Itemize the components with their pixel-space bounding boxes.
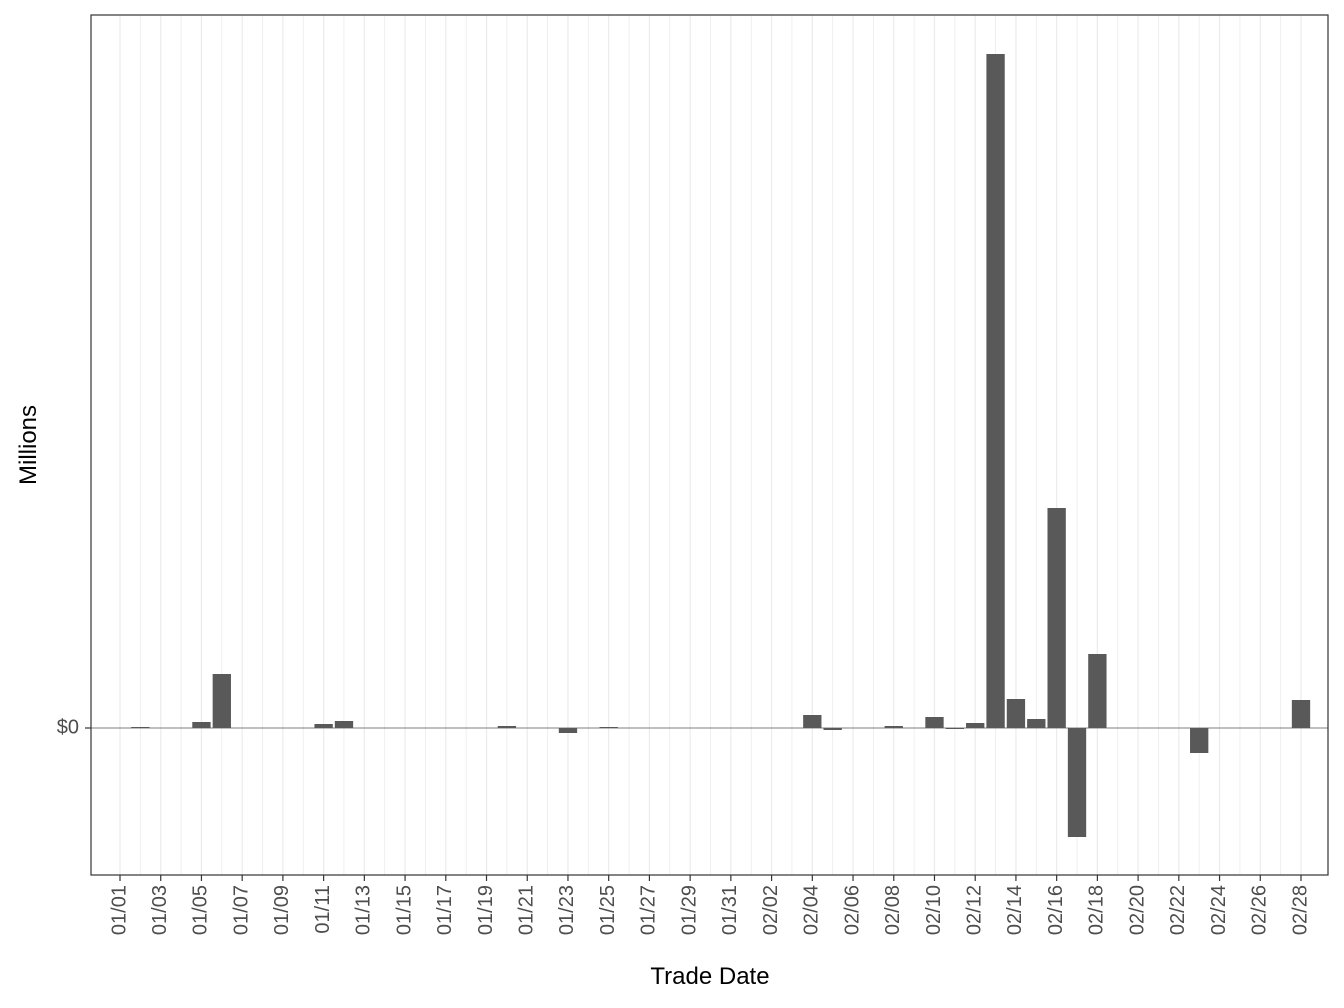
bar (334, 721, 354, 728)
y-axis-title: Millions (15, 405, 42, 485)
x-tick-label: 01/09 (271, 885, 293, 935)
bar (131, 727, 150, 728)
x-tick-label: 01/11 (312, 885, 334, 934)
bar (1291, 700, 1311, 728)
bar (945, 728, 965, 729)
x-tick-label: 02/18 (1086, 885, 1108, 935)
x-tick-label: 02/10 (923, 885, 945, 935)
x-tick-label: 02/06 (841, 885, 863, 935)
x-axis-title: Trade Date (650, 963, 769, 990)
panel (91, 15, 1328, 875)
x-tick-label: 02/28 (1289, 885, 1311, 935)
x-tick-label: 01/13 (353, 885, 375, 935)
x-tick-label: 02/16 (1045, 885, 1067, 935)
x-tick-label: 01/17 (434, 885, 456, 935)
bar (884, 726, 903, 728)
x-tick-label: 01/05 (190, 885, 212, 935)
bar (1006, 699, 1026, 728)
x-tick-label: 01/23 (556, 885, 578, 935)
x-tick-label: 01/31 (719, 885, 741, 935)
y-tick-label: $0 (57, 716, 79, 738)
x-tick-label: 01/07 (230, 885, 252, 935)
bar (1190, 728, 1209, 753)
bar (925, 717, 944, 728)
x-tick-label: 01/29 (678, 885, 700, 935)
bar (212, 674, 231, 728)
bar (1067, 728, 1087, 837)
x-tick-label: 02/04 (801, 885, 823, 935)
bar (558, 728, 578, 733)
marks (91, 54, 1328, 837)
x-tick-label: 01/03 (149, 885, 171, 935)
bar (986, 54, 1005, 728)
x-tick-label: 01/21 (516, 885, 538, 935)
x-tick-label: 02/22 (1167, 885, 1189, 935)
bar (192, 722, 211, 728)
x-tick-label: 02/14 (1004, 885, 1026, 935)
bar (599, 727, 618, 728)
x-tick-label: 02/26 (1249, 885, 1271, 935)
bar (823, 728, 842, 730)
x-tick-label: 01/15 (393, 885, 415, 935)
bar (1047, 508, 1066, 728)
bar (314, 724, 333, 728)
x-tick-label: 02/24 (1208, 885, 1230, 935)
x-tick-label: 02/08 (882, 885, 904, 935)
x-tick-label: 02/20 (1126, 885, 1148, 935)
bar (966, 723, 985, 728)
x-tick-label: 01/25 (597, 885, 619, 935)
x-tick-label: 02/12 (963, 885, 985, 935)
bar (803, 715, 822, 728)
x-tick-label: 01/27 (638, 885, 660, 935)
bar (497, 726, 517, 728)
x-tick-label: 01/01 (108, 885, 130, 935)
bar (1088, 654, 1107, 728)
bar (1027, 719, 1046, 728)
x-tick-label: 01/19 (475, 885, 497, 935)
panel-border (90, 14, 1329, 876)
x-tick-label: 02/02 (760, 885, 782, 935)
